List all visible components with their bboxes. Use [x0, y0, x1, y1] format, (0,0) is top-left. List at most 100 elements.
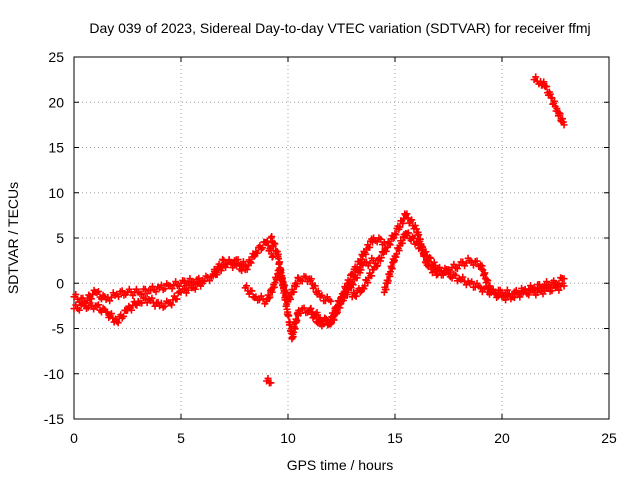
data-point	[342, 284, 350, 292]
data-point	[268, 288, 276, 296]
data-point	[243, 265, 251, 273]
data-point	[181, 277, 189, 285]
data-point	[462, 281, 470, 289]
data-point	[521, 285, 529, 293]
x-tick-label: 25	[601, 430, 617, 446]
data-point	[373, 238, 381, 246]
data-point	[546, 90, 554, 98]
data-point	[307, 275, 315, 283]
data-point	[345, 279, 353, 287]
y-tick-label: 25	[48, 49, 64, 65]
data-point	[403, 230, 411, 238]
axis-ticks	[73, 56, 610, 420]
data-point	[195, 278, 203, 286]
data-point	[384, 277, 392, 285]
data-point	[411, 222, 419, 230]
data-point	[103, 308, 111, 316]
data-point	[448, 274, 456, 282]
x-tick-label: 5	[177, 430, 185, 446]
data-point	[157, 299, 165, 307]
data-point	[415, 231, 423, 239]
data-point	[191, 285, 199, 293]
data-point	[560, 121, 568, 129]
x-tick-label: 10	[280, 430, 296, 446]
data-point	[243, 282, 251, 290]
tick-labels: 0 5 10 15 20 25 -15 -10 -5 0 5 10 15 20 25	[44, 49, 617, 446]
x-tick-label: 20	[494, 430, 510, 446]
data-point	[364, 279, 372, 287]
data-point	[253, 249, 261, 257]
series-track-h	[380, 229, 568, 304]
data-point	[395, 247, 403, 255]
data-point	[389, 235, 397, 243]
data-point	[172, 278, 180, 286]
data-point	[540, 78, 548, 86]
data-point	[141, 285, 149, 293]
data-point	[250, 253, 258, 261]
data-point	[329, 312, 337, 320]
data-point	[114, 319, 122, 327]
data-point	[330, 311, 338, 319]
data-point	[107, 310, 115, 318]
data-point	[484, 277, 492, 285]
data-point	[115, 293, 123, 301]
data-point	[406, 217, 414, 225]
data-point	[502, 296, 510, 304]
series-track-b	[70, 278, 206, 327]
y-tick-label: 0	[56, 275, 64, 291]
data-point	[339, 292, 347, 300]
data-point	[505, 290, 513, 298]
data-point	[286, 320, 294, 328]
data-point	[385, 240, 393, 248]
data-point	[348, 270, 356, 278]
data-point	[277, 266, 285, 274]
data-point	[219, 255, 227, 263]
data-points	[70, 73, 568, 387]
data-point	[234, 260, 242, 268]
data-point	[352, 292, 360, 300]
data-point	[388, 265, 396, 273]
data-point	[336, 299, 344, 307]
data-point	[459, 273, 467, 281]
data-point	[516, 293, 524, 301]
data-point	[431, 262, 439, 270]
data-point	[353, 274, 361, 282]
data-point	[404, 229, 412, 237]
data-point	[373, 262, 381, 270]
data-point	[168, 285, 176, 293]
data-point	[307, 305, 315, 313]
data-point	[373, 262, 381, 270]
y-tick-label: 10	[48, 185, 64, 201]
data-point	[107, 293, 115, 301]
data-point	[282, 296, 290, 304]
data-point	[265, 294, 273, 302]
data-point	[87, 295, 95, 303]
data-point	[291, 325, 299, 333]
y-tick-label: 5	[56, 230, 64, 246]
data-point	[148, 294, 156, 302]
series-track-i	[530, 73, 568, 129]
data-point	[311, 282, 319, 290]
data-point	[300, 304, 308, 312]
data-point	[469, 261, 477, 269]
data-point	[318, 291, 326, 299]
data-point	[94, 287, 102, 295]
data-point	[263, 237, 271, 245]
data-point	[544, 283, 552, 291]
data-point	[425, 253, 433, 261]
data-point	[396, 223, 404, 231]
data-point	[157, 281, 165, 289]
data-point	[473, 257, 481, 265]
x-axis-label: GPS time / hours	[287, 457, 394, 473]
data-point	[94, 301, 102, 309]
data-point	[399, 219, 407, 227]
data-point	[268, 233, 276, 241]
data-point	[459, 258, 467, 266]
data-point	[99, 291, 107, 299]
data-point	[264, 374, 272, 382]
data-point	[128, 306, 136, 314]
data-point	[408, 233, 416, 241]
y-tick-label: -5	[52, 321, 65, 337]
data-point	[113, 317, 121, 325]
data-point	[550, 97, 558, 105]
